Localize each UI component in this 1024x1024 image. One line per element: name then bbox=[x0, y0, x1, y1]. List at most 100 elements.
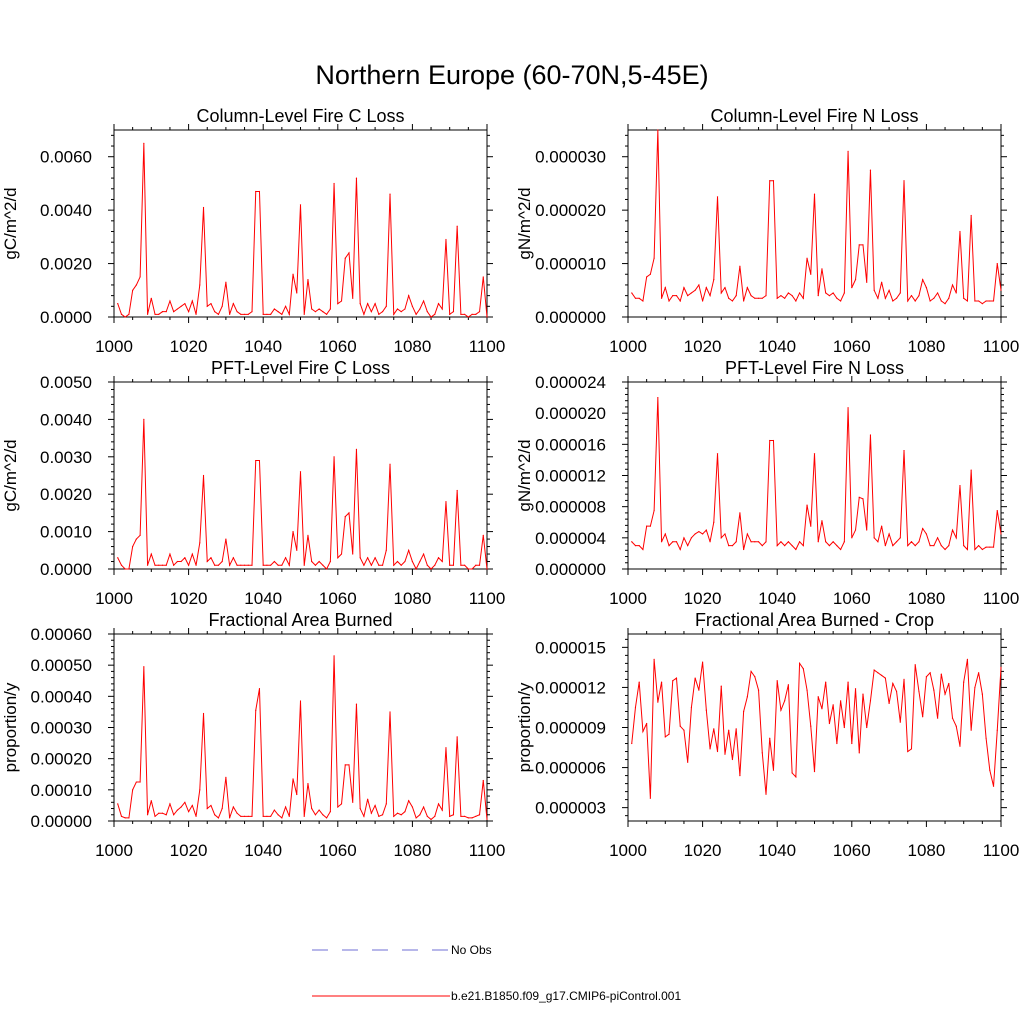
data-point bbox=[784, 297, 786, 299]
data-point bbox=[471, 817, 473, 819]
data-point bbox=[795, 776, 797, 778]
data-point bbox=[963, 545, 965, 547]
data-point bbox=[199, 789, 201, 791]
data-point bbox=[989, 769, 991, 771]
y-tick-label: 0.000016 bbox=[535, 435, 606, 454]
data-point bbox=[464, 564, 466, 566]
data-point bbox=[173, 814, 175, 816]
data-point bbox=[415, 568, 417, 570]
data-point bbox=[966, 300, 969, 302]
data-point bbox=[847, 407, 849, 409]
data-point bbox=[329, 811, 331, 813]
plot-frame bbox=[113, 633, 488, 822]
data-point bbox=[903, 449, 905, 452]
data-point bbox=[240, 564, 242, 566]
data-point bbox=[322, 564, 324, 566]
data-point bbox=[135, 538, 137, 540]
chart-panel: PFT-Level Fire C Loss gC/m^2/d 1000 1020 104… bbox=[1, 358, 505, 608]
data-point bbox=[877, 541, 879, 543]
data-point bbox=[277, 564, 279, 566]
data-point bbox=[787, 541, 789, 543]
data-point bbox=[225, 281, 227, 283]
data-point bbox=[307, 783, 309, 785]
data-point bbox=[970, 729, 972, 731]
data-point bbox=[828, 295, 831, 297]
x-tick-label: 1100 bbox=[469, 589, 506, 608]
data-point bbox=[914, 545, 916, 547]
data-point bbox=[713, 521, 715, 523]
data-point bbox=[866, 281, 868, 283]
data-point bbox=[720, 537, 722, 539]
data-point bbox=[638, 681, 640, 683]
legend-obs-label: No Obs bbox=[451, 943, 492, 957]
data-point bbox=[828, 722, 831, 725]
data-point bbox=[426, 311, 428, 313]
data-point bbox=[173, 311, 175, 313]
data-point bbox=[903, 180, 905, 182]
data-point bbox=[284, 806, 287, 808]
data-point bbox=[475, 564, 477, 566]
data-point bbox=[363, 564, 365, 566]
y-tick-label: 0.000012 bbox=[535, 678, 606, 697]
data-point bbox=[340, 553, 343, 555]
data-point bbox=[318, 560, 320, 563]
data-point bbox=[798, 662, 801, 664]
data-point bbox=[724, 287, 726, 289]
data-point bbox=[769, 737, 771, 739]
data-point bbox=[884, 297, 886, 299]
plot-frame bbox=[627, 633, 1002, 822]
data-point bbox=[873, 537, 875, 539]
data-point bbox=[430, 818, 432, 821]
data-point bbox=[810, 273, 812, 275]
data-point bbox=[467, 568, 469, 570]
data-point bbox=[910, 541, 913, 543]
x-tick-label: 1040 bbox=[758, 589, 796, 608]
data-point bbox=[150, 553, 152, 555]
data-point bbox=[922, 527, 924, 530]
data-point bbox=[907, 545, 909, 547]
y-tick-label: 0.0010 bbox=[40, 523, 92, 542]
data-point bbox=[318, 809, 320, 811]
data-point bbox=[869, 169, 872, 171]
data-point bbox=[694, 289, 696, 291]
data-point bbox=[262, 313, 264, 315]
data-point bbox=[355, 448, 358, 450]
data-point bbox=[687, 295, 689, 297]
data-point bbox=[888, 702, 890, 705]
data-point bbox=[352, 553, 354, 555]
data-point bbox=[132, 289, 134, 291]
data-point bbox=[750, 295, 752, 297]
data-point bbox=[184, 303, 186, 305]
data-point bbox=[236, 564, 238, 566]
data-point bbox=[776, 545, 778, 547]
data-point bbox=[869, 434, 872, 436]
data-point bbox=[195, 815, 197, 817]
y-axis-label: proportion/y bbox=[515, 682, 534, 772]
y-tick-label: 0.0040 bbox=[40, 201, 92, 220]
data-point bbox=[683, 287, 685, 289]
data-point bbox=[687, 761, 689, 763]
data-point bbox=[430, 316, 432, 318]
data-point bbox=[206, 560, 208, 563]
data-point bbox=[914, 300, 916, 302]
data-point bbox=[374, 303, 376, 305]
data-point bbox=[810, 725, 812, 727]
data-point bbox=[739, 774, 741, 777]
data-point bbox=[825, 292, 827, 294]
data-point bbox=[478, 564, 481, 566]
data-point bbox=[895, 690, 898, 693]
data-point bbox=[884, 677, 886, 679]
data-point bbox=[188, 564, 190, 566]
data-point bbox=[772, 769, 775, 771]
data-point bbox=[456, 736, 458, 738]
chart-panel: Fractional Area Burned - Crop proportion/… bbox=[515, 610, 1019, 860]
data-point bbox=[881, 525, 883, 527]
data-point bbox=[963, 681, 965, 683]
data-point bbox=[642, 730, 644, 733]
chart-panel: Column-Level Fire N Loss gN/m^2/d 1000 1020… bbox=[515, 106, 1019, 356]
data-point bbox=[288, 815, 290, 817]
data-point bbox=[251, 564, 253, 566]
data-point bbox=[877, 297, 879, 299]
data-point bbox=[694, 533, 696, 535]
